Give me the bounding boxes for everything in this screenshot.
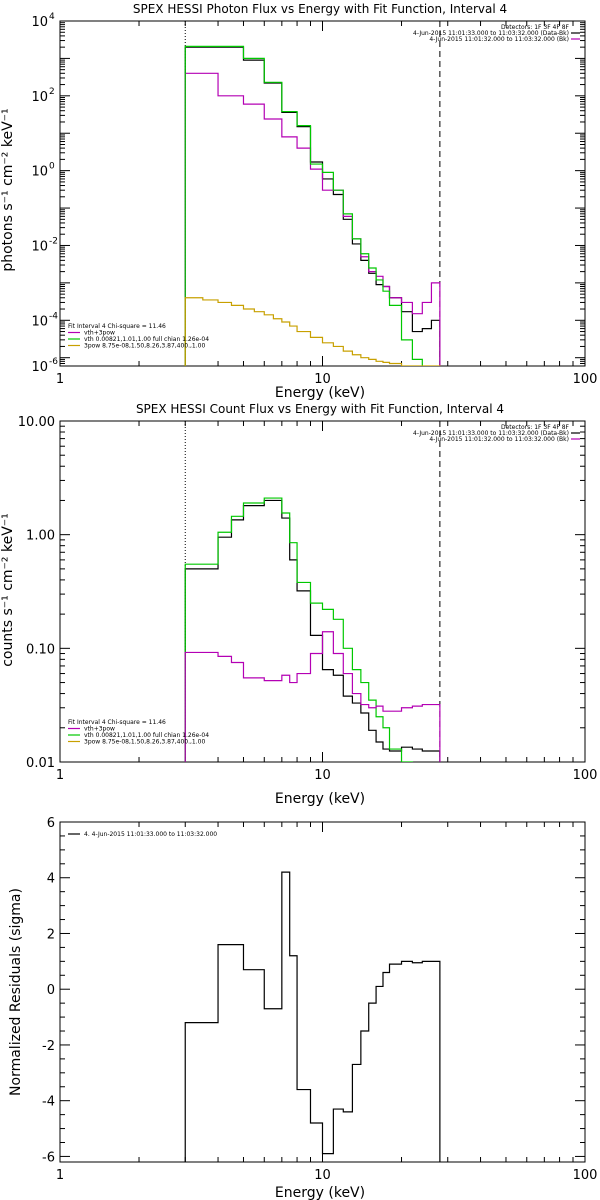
- residuals-panel-ylabel: Normalized Residuals (sigma): [8, 888, 24, 1096]
- y-tick-label: 1.00: [26, 529, 55, 544]
- y-tick-exponent: 4: [49, 12, 55, 22]
- count-panel-ylabel: counts s⁻¹ cm⁻² keV⁻¹: [0, 513, 16, 667]
- series-pow-histogram: [184, 297, 441, 366]
- x-tick-label: 100: [573, 372, 598, 387]
- photon-panel-xlabel: Energy (keV): [275, 385, 365, 401]
- y-tick-exponent: 0: [49, 162, 55, 172]
- plot-frame: [59, 821, 586, 1163]
- y-tick-label: 0: [47, 983, 55, 998]
- series-total-histogram: [184, 631, 441, 762]
- legend-entry: vth 0.00821,1.01,1.00 full chian 1.26e-0…: [84, 732, 209, 739]
- legend-entry: 4-Jun-2015 11:01:32.000 to 11:03:32.000 …: [429, 436, 569, 443]
- count-panel-title: SPEX HESSI Count Flux vs Energy with Fit…: [136, 402, 504, 416]
- x-tick-label: 100: [573, 1168, 598, 1183]
- x-tick-label: 1: [56, 372, 64, 387]
- y-tick-label: 0.01: [26, 756, 55, 771]
- legend-entry: Fit Interval 4 Chi-square = 11.46: [68, 323, 166, 330]
- residuals-panel-xlabel: Energy (keV): [275, 1185, 365, 1200]
- y-tick-label: -2: [42, 1039, 55, 1054]
- legend-entry: 3pow 8.75e-08,1.50,8.26,3.87,400.,1.00: [84, 343, 205, 350]
- y-tick-label: 10: [31, 239, 48, 254]
- x-tick-label: 10: [314, 372, 331, 387]
- plot-frame: [59, 420, 586, 763]
- x-tick-label: 100: [573, 768, 598, 783]
- x-tick-label: 10: [314, 768, 331, 783]
- y-tick-label: 10: [31, 15, 48, 30]
- y-tick-label: 4: [47, 872, 55, 887]
- photon-flux-panel: SPEX HESSI Photon Flux vs Energy with Fi…: [0, 2, 598, 401]
- y-tick-label: 10: [31, 165, 48, 180]
- y-tick-label: 10: [31, 314, 48, 329]
- series-data-histogram: [184, 46, 441, 366]
- x-tick-label: 1: [56, 768, 64, 783]
- legend-entry: vth+3pow: [84, 726, 115, 733]
- x-tick-label: 1: [56, 1168, 64, 1183]
- y-tick-label: 0.10: [26, 642, 55, 657]
- y-tick-exponent: 2: [49, 87, 55, 97]
- y-tick-label: 2: [47, 927, 55, 942]
- y-tick-label: -6: [42, 1150, 55, 1165]
- series-data-histogram: [184, 871, 441, 1162]
- legend-entry: vth+3pow: [84, 330, 115, 337]
- legend-entry: Fit Interval 4 Chi-square = 11.46: [68, 719, 166, 726]
- series-vth-histogram: [184, 497, 413, 762]
- y-tick-label: -4: [42, 1095, 55, 1110]
- legend-entry: 3pow 8.75e-08,1.50,8.26,3.87,400.,1.00: [84, 739, 205, 746]
- photon-panel-ylabel: photons s⁻¹ cm⁻² keV⁻¹: [0, 108, 16, 271]
- legend-entry: 4-Jun-2015 11:01:33.000 to 11:03:32.000 …: [413, 30, 569, 37]
- legend-entry: vth 0.00821,1.01,1.00 full chian 1.26e-0…: [84, 336, 209, 343]
- plot-frame: [59, 20, 586, 367]
- y-tick-label: 10: [31, 360, 48, 375]
- y-tick-exponent: -4: [49, 311, 58, 321]
- count-flux-panel: SPEX HESSI Count Flux vs Energy with Fit…: [0, 402, 598, 807]
- legend-entry: 4-Jun-2015 11:01:33.000 to 11:03:32.000 …: [413, 430, 569, 437]
- y-tick-label: 10.00: [18, 415, 55, 430]
- y-tick-label: 6: [47, 816, 55, 831]
- count-panel-xlabel: Energy (keV): [275, 791, 365, 807]
- residuals-panel: Energy (keV) Normalized Residuals (sigma…: [8, 816, 597, 1200]
- series-vth-histogram: [184, 45, 423, 366]
- legend-entry: 4. 4-Jun-2015 11:01:33.000 to 11:03:32.0…: [84, 831, 217, 838]
- photon-panel-title: SPEX HESSI Photon Flux vs Energy with Fi…: [133, 2, 507, 16]
- y-tick-exponent: -6: [49, 357, 58, 367]
- legend-entry: Detectors: 1F 3F 4F 8F: [501, 24, 570, 31]
- y-tick-exponent: -2: [49, 236, 58, 246]
- legend-entry: Detectors: 1F 3F 4F 8F: [501, 424, 570, 431]
- legend-entry: 4-Jun-2015 11:01:32.000 to 11:03:32.000 …: [429, 36, 569, 43]
- y-tick-label: 10: [31, 90, 48, 105]
- x-tick-label: 10: [314, 1168, 331, 1183]
